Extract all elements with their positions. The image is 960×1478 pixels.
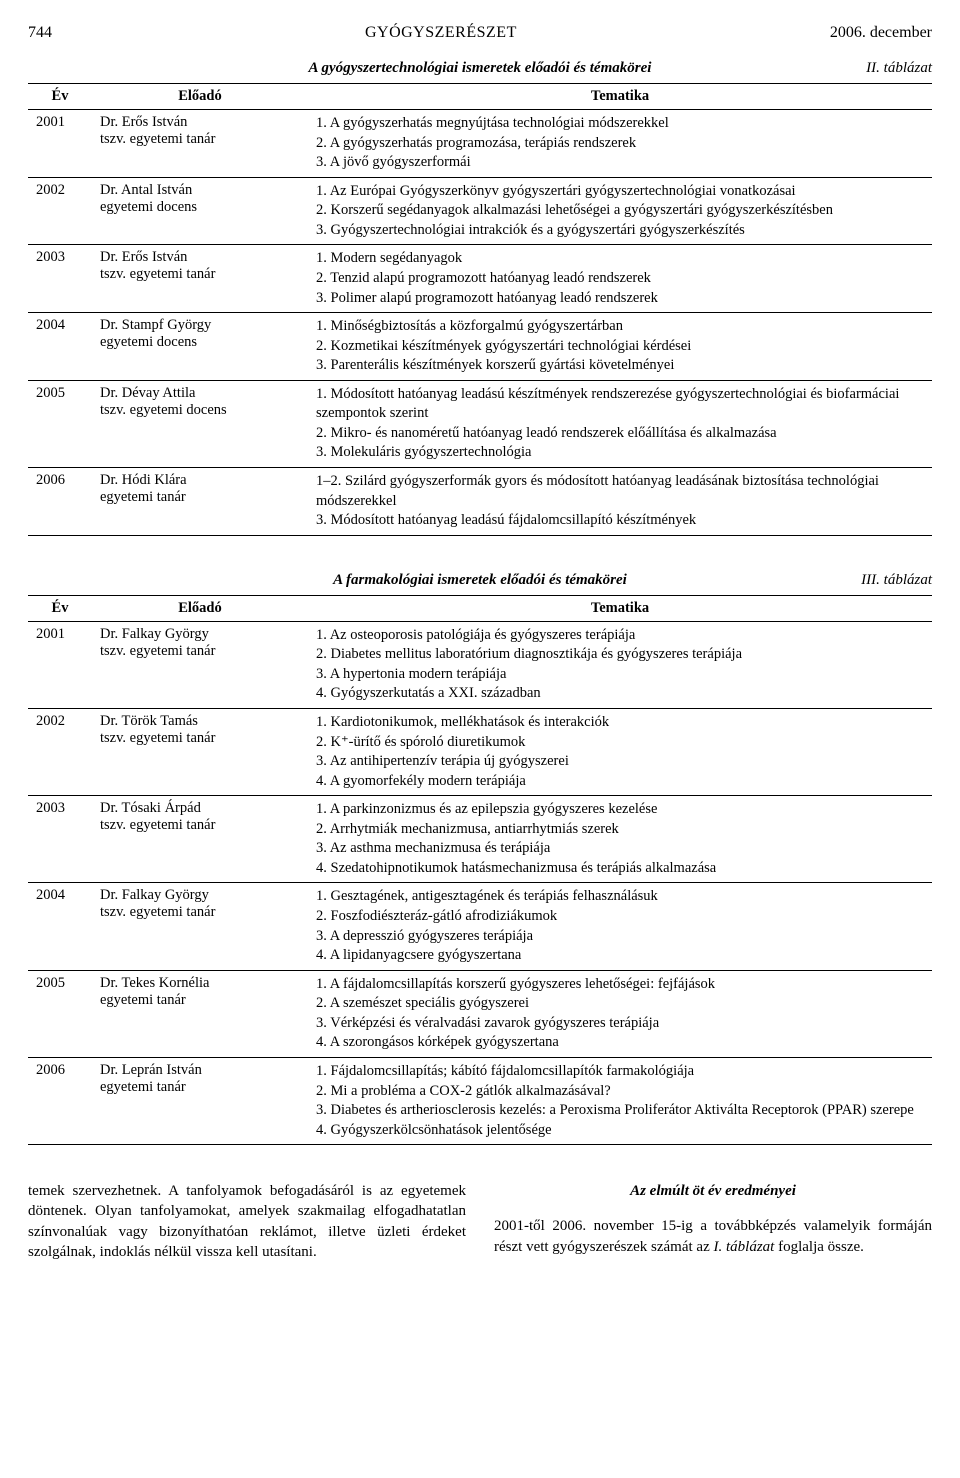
table-2-header-row: Év Előadó Tematika <box>28 84 932 110</box>
cell-year: 2004 <box>28 313 92 381</box>
cell-year: 2005 <box>28 970 92 1057</box>
body-right-italic: I. táblázat <box>713 1239 774 1255</box>
cell-presenter: Dr. Török Tamástszv. egyetemi tanár <box>92 708 308 795</box>
cell-topic: 1. A gyógyszerhatás megnyújtása technoló… <box>308 110 932 178</box>
cell-topic: 1. Módosított hatóanyag leadású készítmé… <box>308 380 932 467</box>
table-2-caption-row: A gyógyszertechnológiai ismeretek előadó… <box>28 60 932 77</box>
cell-presenter: Dr. Tósaki Árpádtszv. egyetemi tanár <box>92 796 308 883</box>
cell-topic: 1. Fájdalomcsillapítás; kábító fájdalomc… <box>308 1057 932 1144</box>
page-number: 744 <box>28 24 52 42</box>
table-row: 2002Dr. Török Tamástszv. egyetemi tanár1… <box>28 708 932 795</box>
table-3-caption: A farmakológiai ismeretek előadói és tém… <box>28 572 932 589</box>
table-3-label: III. táblázat <box>861 572 932 589</box>
cell-year: 2003 <box>28 245 92 313</box>
body-left-col: temek szervezhetnek. A tanfolyamok befog… <box>28 1181 466 1272</box>
body-right-col: Az elmúlt öt év eredményei 2001-től 2006… <box>494 1181 932 1272</box>
body-columns: temek szervezhetnek. A tanfolyamok befog… <box>28 1181 932 1272</box>
body-left-text: temek szervezhetnek. A tanfolyamok befog… <box>28 1183 466 1260</box>
table-3: Év Előadó Tematika 2001Dr. Falkay György… <box>28 595 932 1146</box>
cell-topic: 1. Modern segédanyagok2. Tenzid alapú pr… <box>308 245 932 313</box>
table-3-caption-row: A farmakológiai ismeretek előadói és tém… <box>28 572 932 589</box>
page-header: 744 GYÓGYSZERÉSZET 2006. december <box>28 24 932 42</box>
table-row: 2004Dr. Stampf Györgyegyetemi docens1. M… <box>28 313 932 381</box>
table-row: 2001Dr. Erős Istvántszv. egyetemi tanár1… <box>28 110 932 178</box>
col-year: Év <box>28 595 92 621</box>
table-row: 2005Dr. Tekes Kornéliaegyetemi tanár1. A… <box>28 970 932 1057</box>
table-row: 2006Dr. Leprán Istvánegyetemi tanár1. Fá… <box>28 1057 932 1144</box>
cell-topic: 1–2. Szilárd gyógyszerformák gyors és mó… <box>308 468 932 536</box>
cell-topic: 1. Minőségbiztosítás a közforgalmú gyógy… <box>308 313 932 381</box>
table-row: 2006Dr. Hódi Kláraegyetemi tanár1–2. Szi… <box>28 468 932 536</box>
body-right-para: 2001-től 2006. november 15-ig a továbbké… <box>494 1216 932 1257</box>
cell-topic: 1. Kardiotonikumok, mellékhatások és int… <box>308 708 932 795</box>
cell-year: 2005 <box>28 380 92 467</box>
journal-title: GYÓGYSZERÉSZET <box>52 24 830 42</box>
cell-presenter: Dr. Erős Istvántszv. egyetemi tanár <box>92 245 308 313</box>
table-3-block: A farmakológiai ismeretek előadói és tém… <box>28 572 932 1146</box>
col-presenter: Előadó <box>92 84 308 110</box>
cell-year: 2002 <box>28 177 92 245</box>
cell-presenter: Dr. Leprán Istvánegyetemi tanár <box>92 1057 308 1144</box>
table-row: 2003Dr. Tósaki Árpádtszv. egyetemi tanár… <box>28 796 932 883</box>
cell-presenter: Dr. Erős Istvántszv. egyetemi tanár <box>92 110 308 178</box>
table-row: 2005Dr. Dévay Attilatszv. egyetemi docen… <box>28 380 932 467</box>
cell-year: 2003 <box>28 796 92 883</box>
cell-year: 2001 <box>28 110 92 178</box>
col-presenter: Előadó <box>92 595 308 621</box>
cell-presenter: Dr. Tekes Kornéliaegyetemi tanár <box>92 970 308 1057</box>
table-2-caption: A gyógyszertechnológiai ismeretek előadó… <box>28 60 932 77</box>
cell-year: 2006 <box>28 1057 92 1144</box>
cell-presenter: Dr. Stampf Györgyegyetemi docens <box>92 313 308 381</box>
cell-topic: 1. Az Európai Gyógyszerkönyv gyógyszertá… <box>308 177 932 245</box>
table-3-header-row: Év Előadó Tematika <box>28 595 932 621</box>
table-2-block: A gyógyszertechnológiai ismeretek előadó… <box>28 60 932 536</box>
cell-presenter: Dr. Dévay Attilatszv. egyetemi docens <box>92 380 308 467</box>
col-topic: Tematika <box>308 595 932 621</box>
cell-year: 2006 <box>28 468 92 536</box>
body-right-title: Az elmúlt öt év eredményei <box>494 1181 932 1201</box>
cell-presenter: Dr. Falkay Györgytszv. egyetemi tanár <box>92 621 308 708</box>
cell-presenter: Dr. Antal Istvánegyetemi docens <box>92 177 308 245</box>
table-row: 2003Dr. Erős Istvántszv. egyetemi tanár1… <box>28 245 932 313</box>
cell-topic: 1. A parkinzonizmus és az epilepszia gyó… <box>308 796 932 883</box>
cell-presenter: Dr. Falkay Györgytszv. egyetemi tanár <box>92 883 308 970</box>
table-row: 2001Dr. Falkay Györgytszv. egyetemi taná… <box>28 621 932 708</box>
col-topic: Tematika <box>308 84 932 110</box>
cell-year: 2004 <box>28 883 92 970</box>
cell-year: 2001 <box>28 621 92 708</box>
col-year: Év <box>28 84 92 110</box>
body-right-suffix: foglalja össze. <box>774 1239 864 1255</box>
cell-topic: 1. Az osteoporosis patológiája és gyógys… <box>308 621 932 708</box>
table-row: 2002Dr. Antal Istvánegyetemi docens1. Az… <box>28 177 932 245</box>
cell-topic: 1. A fájdalomcsillapítás korszerű gyógys… <box>308 970 932 1057</box>
table-row: 2004Dr. Falkay Györgytszv. egyetemi taná… <box>28 883 932 970</box>
issue-date: 2006. december <box>830 24 932 42</box>
cell-year: 2002 <box>28 708 92 795</box>
table-2: Év Előadó Tematika 2001Dr. Erős Istvánts… <box>28 83 932 536</box>
table-2-label: II. táblázat <box>866 60 932 77</box>
cell-topic: 1. Gesztagének, antigesztagének és teráp… <box>308 883 932 970</box>
cell-presenter: Dr. Hódi Kláraegyetemi tanár <box>92 468 308 536</box>
